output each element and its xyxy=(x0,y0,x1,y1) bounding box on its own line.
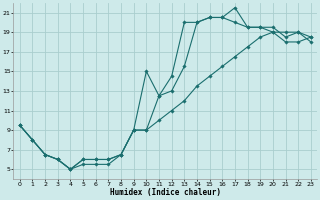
X-axis label: Humidex (Indice chaleur): Humidex (Indice chaleur) xyxy=(110,188,221,197)
